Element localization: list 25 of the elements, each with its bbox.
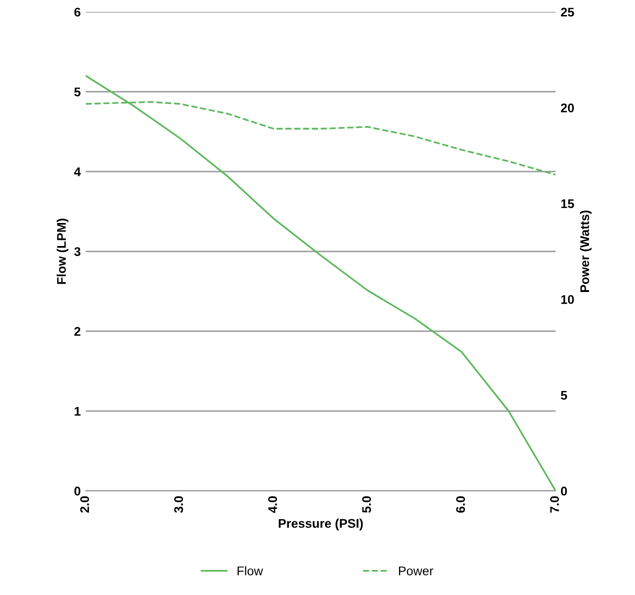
y2-tick-label: 20 <box>560 103 574 112</box>
y-tick-label: 2 <box>74 327 80 336</box>
y2-tick-label: 5 <box>560 391 568 400</box>
x-tick-label: 4.0 <box>268 496 278 513</box>
x-tick-label: 3.0 <box>174 496 184 513</box>
y-tick-label: 0 <box>74 486 80 496</box>
line-series <box>86 74 556 491</box>
y-tick-label: 3 <box>74 247 80 256</box>
y2-tick-label: 25 <box>560 8 574 17</box>
y-tick-label: 6 <box>74 8 80 17</box>
y-axis-title: Flow (LPM) <box>56 218 68 284</box>
y-tick-label: 5 <box>74 88 81 96</box>
y-tick-label: 1 <box>74 406 81 416</box>
legend-label: Flow <box>238 566 264 576</box>
y2-tick-label: 15 <box>561 199 574 208</box>
x-tick-label: 7.0 <box>550 496 559 513</box>
y2-tick-label: 10 <box>561 295 574 304</box>
x-tick-label: 6.0 <box>456 496 465 513</box>
y-tick-label: 4 <box>74 167 81 176</box>
y2-tick-label: 0 <box>560 486 567 496</box>
y2-axis-title: Power (Watts) <box>580 210 592 292</box>
x-axis-title: Pressure (PSI) <box>278 518 363 530</box>
legend-label: Power <box>399 566 434 576</box>
x-tick-label: 2.0 <box>80 496 90 513</box>
x-tick-label: 5.0 <box>362 496 372 513</box>
